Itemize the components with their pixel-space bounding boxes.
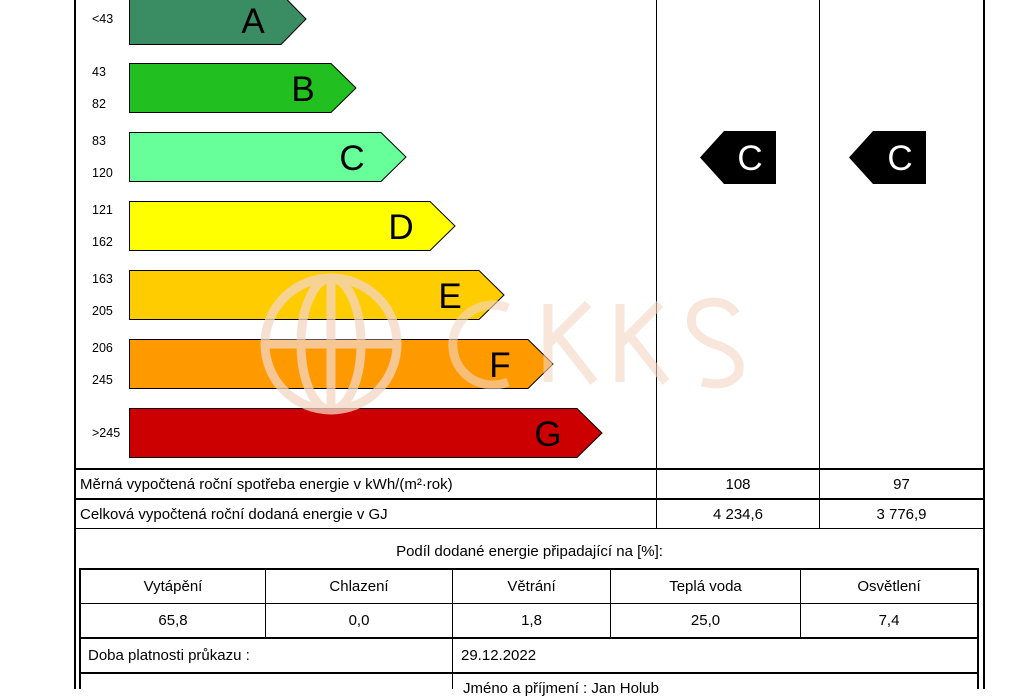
range-f-to: 245 (92, 373, 113, 387)
share-table-top (79, 568, 978, 570)
validity-date: 29.12.2022 (461, 647, 537, 664)
rating-indicator-1: C (700, 131, 776, 184)
outer-left-border (74, 0, 76, 689)
class-arrow-g-letter: G (534, 415, 561, 454)
share-table-right (977, 568, 979, 689)
row-divider-1 (74, 498, 985, 500)
class-arrow-c-letter: C (339, 139, 364, 178)
class-arrow-d-letter: D (388, 208, 413, 247)
specific-energy-value-2: 97 (893, 476, 910, 493)
share-header-ventilation: Větrání (507, 578, 556, 595)
range-f-from: 206 (92, 341, 113, 355)
share-value-cooling: 0,0 (348, 612, 370, 629)
range-b-to: 82 (92, 97, 106, 111)
specific-energy-value-1: 108 (725, 476, 751, 493)
range-e-from: 163 (92, 272, 113, 286)
class-arrow-a-letter: A (241, 2, 265, 41)
class-arrow-e: E (129, 270, 505, 320)
class-arrow-f: F (129, 339, 554, 389)
scale-bottom-border (74, 468, 985, 470)
share-value-ventilation: 1,8 (521, 612, 542, 629)
share-col-divider-2 (452, 568, 453, 689)
column2-divider (819, 0, 820, 529)
share-table-left (79, 568, 81, 689)
share-col-divider-4 (800, 568, 801, 638)
range-d-to: 162 (92, 235, 113, 249)
range-e-to: 205 (92, 304, 113, 318)
class-arrow-b: B (129, 63, 357, 113)
class-arrow-d-shape (129, 201, 456, 251)
validity-bottom (79, 672, 978, 674)
share-col-divider-3 (610, 568, 611, 638)
range-c-to: 120 (92, 166, 113, 180)
share-value-heating: 65,8 (158, 612, 188, 629)
class-arrow-b-letter: B (291, 70, 314, 109)
share-header-cooling: Chlazení (329, 578, 389, 595)
rating-indicator-2: C (849, 131, 926, 184)
rating-indicator-2-letter: C (887, 139, 912, 178)
share-header-heating: Vytápění (143, 578, 203, 595)
share-value-hot-water: 25,0 (690, 612, 721, 629)
class-arrow-g-shape (129, 408, 603, 458)
total-energy-label: Celková vypočtená roční dodaná energie v… (80, 506, 388, 523)
validity-label: Doba platnosti průkazu : (88, 647, 250, 664)
range-d-from: 121 (92, 203, 113, 217)
class-arrow-c: C (129, 132, 407, 182)
share-value-lighting: 7,4 (878, 612, 900, 629)
class-arrow-a-shape (129, 0, 307, 45)
share-table-bottom (79, 637, 978, 639)
range-b-from: 43 (92, 65, 106, 79)
range-c-from: 83 (92, 134, 106, 148)
share-table-mid (79, 603, 978, 604)
specific-energy-label: Měrná vypočtená roční spotřeba energie v… (80, 476, 453, 493)
total-energy-value-2: 3 776,9 (876, 506, 927, 523)
row-divider-2 (74, 528, 985, 529)
class-arrow-g: G (129, 408, 603, 458)
share-header-lighting: Osvětlení (857, 578, 921, 595)
range-g: >245 (92, 426, 121, 440)
column1-divider (656, 0, 657, 529)
outer-right-border (983, 0, 985, 689)
class-arrow-a: A (129, 0, 307, 45)
class-arrow-b-shape (129, 63, 357, 113)
rating-indicator-2-shape (849, 131, 926, 184)
share-title: Podíl dodané energie připadající na [%]: (396, 543, 663, 560)
rating-indicator-1-shape (700, 131, 776, 184)
class-arrow-f-letter: F (489, 346, 510, 385)
author-name: Jméno a příjmení : Jan Holub (463, 680, 659, 697)
share-header-hot-water: Teplá voda (669, 578, 742, 595)
range-a: <43 (92, 12, 114, 26)
share-col-divider-1 (265, 568, 266, 638)
class-arrow-e-letter: E (438, 277, 461, 316)
class-arrow-c-shape (129, 132, 407, 182)
total-energy-value-1: 4 234,6 (712, 506, 764, 523)
class-arrow-d: D (129, 201, 456, 251)
rating-indicator-1-letter: C (737, 139, 762, 178)
